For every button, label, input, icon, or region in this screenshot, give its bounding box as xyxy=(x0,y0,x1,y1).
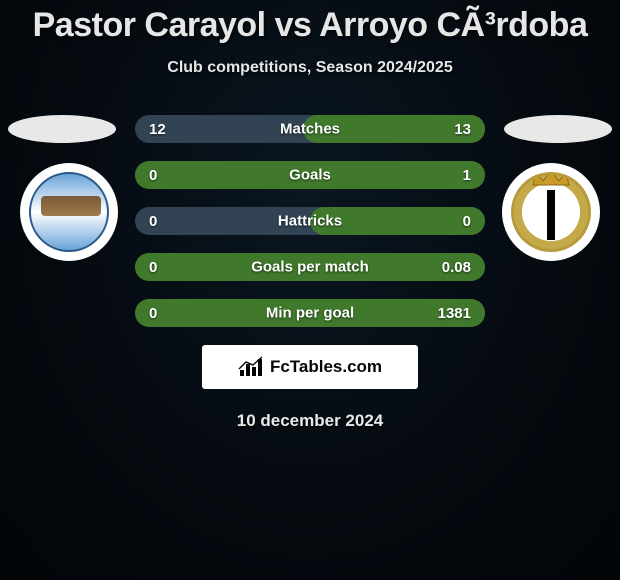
stat-label: Goals per match xyxy=(251,259,369,276)
stat-value-left: 0 xyxy=(149,213,157,230)
stat-row: 12 Matches 13 xyxy=(135,115,485,143)
team-badge-right xyxy=(502,163,600,261)
stat-value-left: 0 xyxy=(149,259,157,276)
stat-value-left: 0 xyxy=(149,305,157,322)
team-badge-left xyxy=(20,163,118,261)
page-title: Pastor Carayol vs Arroyo CÃ³rdoba xyxy=(0,6,620,45)
stat-value-left: 12 xyxy=(149,121,166,138)
crest-stripe-icon xyxy=(545,190,557,240)
stat-row: 0 Min per goal 1381 xyxy=(135,299,485,327)
stat-value-left: 0 xyxy=(149,167,157,184)
crest-castle-icon xyxy=(41,196,101,216)
crown-icon xyxy=(531,172,571,187)
infographic-content: Pastor Carayol vs Arroyo CÃ³rdoba Club c… xyxy=(0,0,620,431)
brand-box: FcTables.com xyxy=(202,345,418,389)
spotlight-ellipse-right xyxy=(504,115,612,143)
stat-row: 0 Goals per match 0.08 xyxy=(135,253,485,281)
spotlight-ellipse-left xyxy=(8,115,116,143)
stat-value-right: 1 xyxy=(463,167,471,184)
stats-list: 12 Matches 13 0 Goals 1 0 Hattricks 0 0 Goals per … xyxy=(135,115,485,327)
team-crest-right xyxy=(511,172,591,252)
stat-label: Hattricks xyxy=(278,213,342,230)
stat-value-right: 0.08 xyxy=(442,259,471,276)
stat-label: Goals xyxy=(289,167,331,184)
stat-label: Matches xyxy=(280,121,340,138)
stat-row: 0 Hattricks 0 xyxy=(135,207,485,235)
brand-text: FcTables.com xyxy=(270,357,382,377)
subtitle: Club competitions, Season 2024/2025 xyxy=(0,59,620,77)
stat-label: Min per goal xyxy=(266,305,354,322)
team-crest-left xyxy=(29,172,109,252)
date-text: 10 december 2024 xyxy=(0,411,620,431)
stat-value-right: 1381 xyxy=(438,305,471,322)
stat-value-right: 13 xyxy=(454,121,471,138)
bars-chart-icon xyxy=(238,356,264,378)
stat-row: 0 Goals 1 xyxy=(135,161,485,189)
comparison-body: 12 Matches 13 0 Goals 1 0 Hattricks 0 0 Goals per … xyxy=(0,115,620,327)
stat-value-right: 0 xyxy=(463,213,471,230)
